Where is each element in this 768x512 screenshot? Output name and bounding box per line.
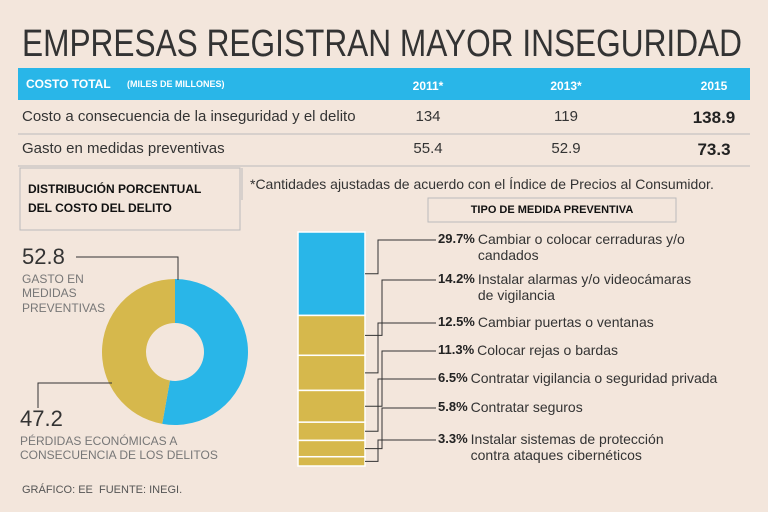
category-label: Instalar sistemas de protección contra a…: [470, 431, 664, 464]
table-header-year: 2011*: [412, 79, 444, 93]
value-label: 12.5%: [438, 314, 475, 329]
pie-title-box: [19, 167, 241, 231]
table-header-year: 2015: [700, 79, 728, 93]
bar-segment: [297, 421, 366, 442]
category-label: Contratar seguros: [470, 399, 583, 415]
bar-label-row: 5.8% Contratar seguros: [438, 399, 701, 415]
bar-segment: [297, 389, 366, 423]
table-header-year: 2013*: [550, 79, 582, 93]
bar-label-row: 29.7% Cambiar o colocar cerraduras y/o ca…: [438, 231, 693, 263]
bar-segment: [297, 354, 366, 392]
donut-slice: [101, 279, 175, 424]
table-header-label: COSTO TOTAL: [26, 77, 111, 91]
value-label: 29.7%: [438, 231, 475, 246]
leader: [37, 382, 112, 408]
value-label: 5.8%: [438, 399, 468, 414]
category-label: Colocar rejas o bardas: [477, 342, 619, 358]
value-label: 6.5%: [438, 370, 468, 385]
bar-label-row: 6.5% Contratar vigilancia o seguridad pri…: [438, 370, 746, 386]
leader: [365, 407, 436, 450]
leader: [365, 378, 436, 432]
category-label: Cambiar o colocar cerraduras y/o candado…: [477, 231, 685, 264]
bar-label-row: 14.2% Instalar alarmas y/o videocámaras d…: [438, 271, 703, 303]
leader: [365, 239, 436, 275]
note: *Cantidades ajustadas de acuerdo con el …: [250, 176, 714, 192]
pie-value: 47.2: [20, 406, 63, 431]
leader: [365, 322, 436, 374]
bar-label-row: 3.3% Instalar sistemas de protección cont…: [438, 431, 691, 463]
leader: [76, 256, 179, 280]
value-label: 3.3%: [438, 431, 468, 446]
bar-title: TIPO DE MEDIDA PREVENTIVA: [470, 204, 634, 216]
table-header-bg: [18, 68, 750, 100]
footer: GRÁFICO: EE FUENTE: INEGI.: [22, 484, 183, 496]
leader: [365, 439, 436, 462]
cell: 55.4: [413, 140, 443, 157]
title: EMPRESAS REGISTRAN MAYOR INSEGURIDAD: [22, 23, 742, 65]
pie-label: GASTO EN MEDIDAS PREVENTIVAS: [22, 272, 106, 315]
bar-segment: [297, 231, 366, 317]
donut-slice: [162, 279, 248, 425]
bar-label-row: 12.5% Cambiar puertas o ventanas: [438, 314, 708, 330]
pie-value: 52.8: [22, 244, 65, 269]
bar-segment: [297, 455, 366, 467]
category-label: Instalar alarmas y/o videocámaras de vig…: [477, 271, 692, 304]
value-label: 11.3%: [438, 342, 475, 357]
bar-segment: [297, 314, 366, 357]
bar-segment: [297, 439, 366, 458]
value-label: 14.2%: [438, 271, 475, 286]
bar-title-box: [427, 197, 677, 223]
leader: [365, 279, 436, 336]
bar-label-row: 11.3% Colocar rejas o bardas: [438, 342, 707, 358]
cell: 73.3: [697, 140, 731, 159]
cell: 138.9: [692, 108, 736, 127]
cell: 52.9: [551, 140, 581, 157]
cell: 134: [415, 108, 441, 125]
row-label: Costo a consecuencia de la inseguridad y…: [22, 108, 356, 125]
row-label: Gasto en medidas preventivas: [22, 140, 225, 157]
table-header-unit: (MILES DE MILLONES): [127, 79, 225, 89]
pie-title: DISTRIBUCIÓN PORCENTUAL DEL COSTO DEL DE…: [28, 182, 202, 216]
category-label: Contratar vigilancia o seguridad privada: [470, 370, 718, 386]
pie-label: PÉRDIDAS ECONÓMICAS A CONSECUENCIA DE LO…: [20, 434, 218, 463]
cell: 119: [554, 108, 578, 125]
category-label: Cambiar puertas o ventanas: [477, 314, 654, 330]
